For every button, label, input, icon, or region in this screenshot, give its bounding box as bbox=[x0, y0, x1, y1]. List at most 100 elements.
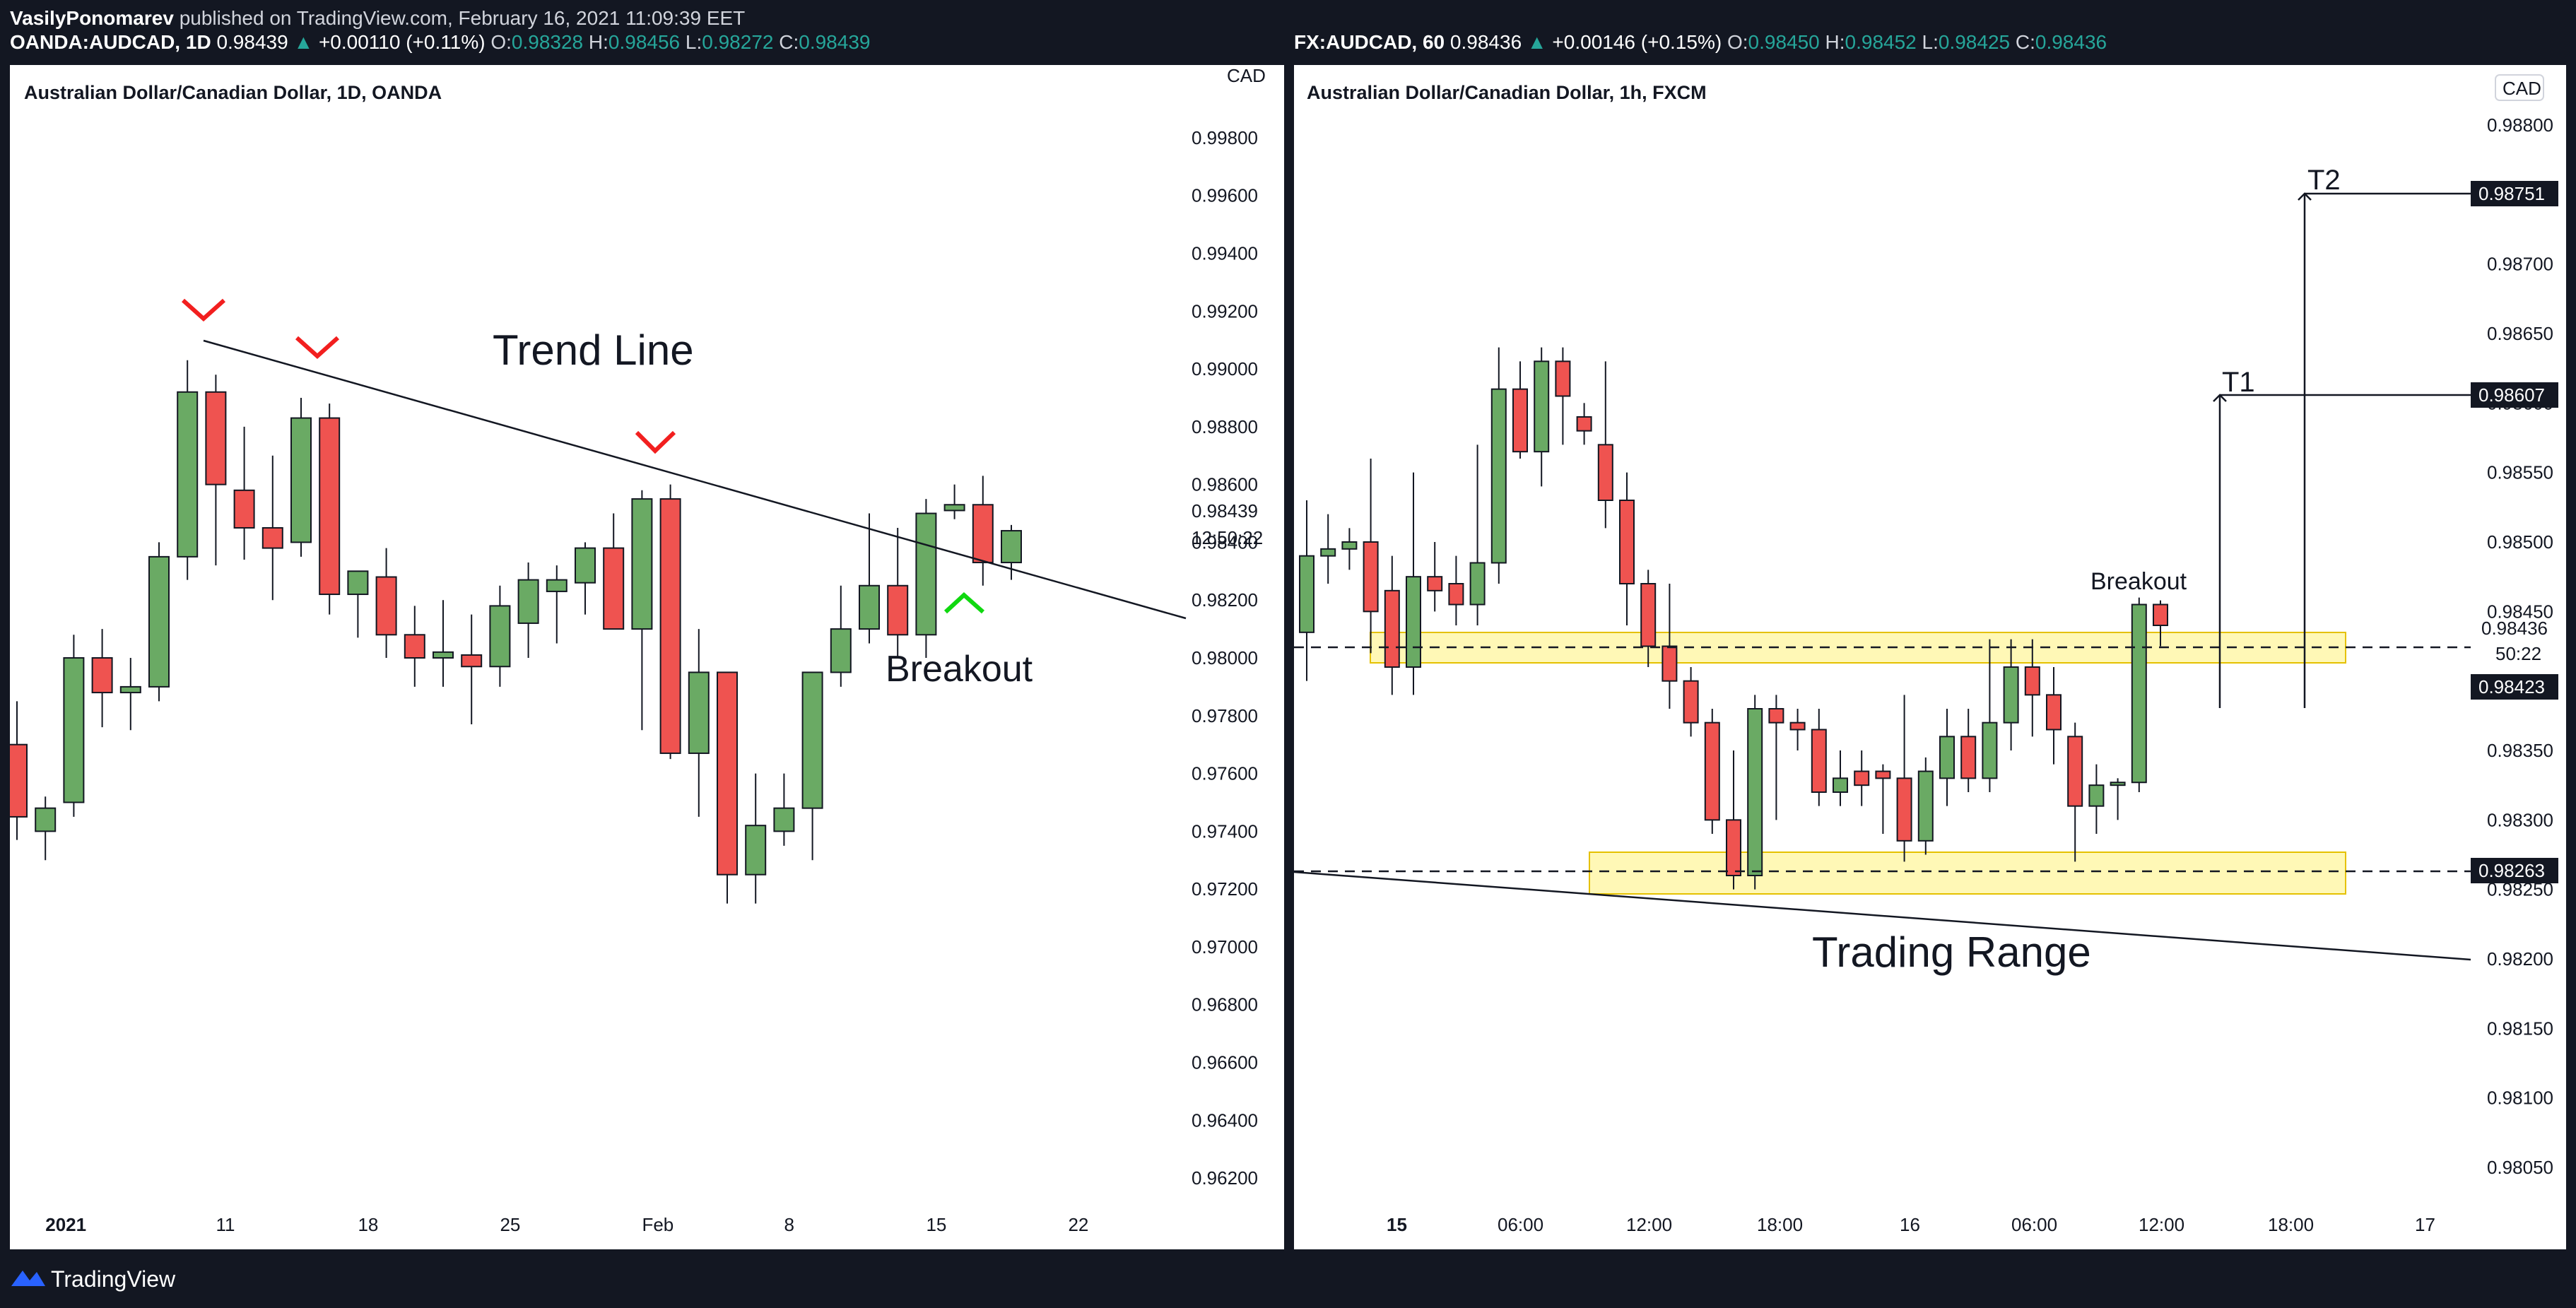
time-tick: 12:00 bbox=[1626, 1214, 1672, 1235]
tradingview-logo-icon[interactable] bbox=[10, 1265, 47, 1290]
candle-body bbox=[2067, 736, 2083, 807]
price-tick: 0.98050 bbox=[2487, 1157, 2553, 1178]
left-low: 0.98272 bbox=[702, 31, 774, 53]
candle-body bbox=[2003, 666, 2019, 724]
price-tick: 0.98400 bbox=[1192, 531, 1258, 553]
candle-body bbox=[575, 547, 596, 584]
t2-label: T2 bbox=[2307, 165, 2341, 196]
left-high: 0.98456 bbox=[608, 31, 681, 53]
price-tick: 0.96600 bbox=[1192, 1052, 1258, 1073]
right-countdown: 50:22 bbox=[2495, 643, 2541, 664]
candle-body bbox=[1982, 721, 1998, 779]
candle-body bbox=[1427, 576, 1443, 591]
left-candles bbox=[10, 360, 1022, 904]
candle-body bbox=[1448, 583, 1464, 606]
right-currency-label[interactable]: CAD bbox=[2503, 78, 2541, 99]
candle-body bbox=[517, 579, 539, 624]
time-tick: 15 bbox=[1387, 1214, 1407, 1235]
left-time-axis[interactable]: 2021 11 18 25 Feb 8 15 22 bbox=[45, 1214, 1088, 1235]
candle-body bbox=[489, 605, 511, 668]
published-text: published on TradingView.com, February 1… bbox=[179, 7, 746, 29]
t2-price-text: 0.98751 bbox=[2478, 183, 2545, 204]
t2-arrow-icon bbox=[2298, 192, 2312, 201]
price-tick: 0.98450 bbox=[2487, 601, 2553, 622]
price-tick: 0.99600 bbox=[1192, 185, 1258, 206]
time-tick: 25 bbox=[500, 1214, 520, 1235]
publish-header: VasilyPonomarev published on TradingView… bbox=[0, 0, 2576, 65]
price-tick: 0.98000 bbox=[1192, 647, 1258, 668]
left-o-label: O: bbox=[490, 31, 512, 53]
candle-body bbox=[631, 498, 653, 630]
price-tick: 0.98550 bbox=[2487, 462, 2553, 483]
t1-label: T1 bbox=[2222, 367, 2255, 398]
trend-line[interactable] bbox=[203, 339, 1187, 620]
price-tick: 0.98700 bbox=[2487, 254, 2553, 275]
candle-body bbox=[10, 743, 28, 818]
candle-body bbox=[1789, 721, 1806, 731]
price-tick: 0.97400 bbox=[1192, 820, 1258, 842]
candle-body bbox=[1619, 500, 1635, 584]
up-arrow-icon: ▲ bbox=[293, 31, 314, 53]
right-time-axis[interactable]: 15 06:00 12:00 18:00 16 06:00 12:00 18:00 17 bbox=[1387, 1214, 2435, 1235]
left-price-axis[interactable]: 0.99800 0.99600 0.99400 0.99200 0.99000 0.988… bbox=[1192, 127, 1258, 1189]
author-name[interactable]: VasilyPonomarev bbox=[10, 7, 174, 29]
candle-body bbox=[1363, 541, 1379, 613]
candle-body bbox=[1469, 562, 1486, 606]
candle-body bbox=[1726, 819, 1741, 877]
candle-body bbox=[1662, 645, 1678, 682]
left-legend: OANDA:AUDCAD, 1D 0.98439 ▲ +0.00110 (+0.… bbox=[10, 31, 870, 54]
breakout-label: Breakout bbox=[886, 649, 1033, 690]
candle-body bbox=[404, 634, 425, 659]
currency-badge[interactable] bbox=[2495, 74, 2544, 101]
left-chart-panel[interactable]: Australian Dollar/Canadian Dollar, 1D, O… bbox=[10, 65, 1284, 1249]
left-currency-label[interactable]: CAD bbox=[1227, 65, 1266, 86]
candle-body bbox=[887, 584, 909, 636]
time-tick: 18 bbox=[358, 1214, 378, 1235]
candle-body bbox=[205, 391, 227, 485]
price-tick: 0.99800 bbox=[1192, 127, 1258, 148]
right-chart-svg[interactable]: Australian Dollar/Canadian Dollar, 1h, F… bbox=[1294, 65, 2566, 1249]
candle-body bbox=[2024, 666, 2040, 696]
price-tick: 0.97600 bbox=[1192, 763, 1258, 784]
support-price-marker bbox=[2471, 858, 2558, 883]
candle-body bbox=[1683, 680, 1699, 724]
price-tick: 0.98350 bbox=[2487, 740, 2553, 761]
candle-body bbox=[35, 807, 57, 832]
candle-body bbox=[546, 579, 567, 592]
left-chart-svg[interactable]: Australian Dollar/Canadian Dollar, 1D, O… bbox=[10, 65, 1284, 1249]
candle-body bbox=[1917, 770, 1934, 842]
price-tick: 0.97800 bbox=[1192, 705, 1258, 726]
time-tick: 11 bbox=[216, 1214, 235, 1235]
time-tick: 22 bbox=[1068, 1214, 1088, 1235]
right-symbol[interactable]: FX:AUDCAD, 60 bbox=[1294, 31, 1445, 53]
candle-body bbox=[1875, 770, 1891, 779]
time-tick: 2021 bbox=[45, 1214, 86, 1235]
price-tick: 0.97000 bbox=[1192, 936, 1258, 958]
left-symbol[interactable]: OANDA:AUDCAD, 1D bbox=[10, 31, 211, 53]
footer-brand[interactable]: TradingView bbox=[51, 1266, 176, 1292]
price-tick: 0.98600 bbox=[1192, 474, 1258, 495]
footer-bar: TradingView bbox=[0, 1249, 2576, 1308]
price-tick: 0.98500 bbox=[2487, 531, 2553, 553]
right-l-label: L: bbox=[1922, 31, 1939, 53]
candle-body bbox=[1939, 736, 1955, 779]
candle-body bbox=[2153, 603, 2168, 626]
price-tick: 0.99200 bbox=[1192, 300, 1258, 322]
left-price: 0.98439 bbox=[216, 31, 288, 53]
candle-body bbox=[801, 671, 823, 809]
up-arrow-icon: ▲ bbox=[1527, 31, 1547, 53]
right-open: 0.98450 bbox=[1748, 31, 1820, 53]
candle-body bbox=[1597, 444, 1613, 501]
lower-trend-line[interactable] bbox=[1294, 871, 2471, 961]
time-tick: 8 bbox=[784, 1214, 794, 1235]
right-o-label: O: bbox=[1727, 31, 1748, 53]
candle-body bbox=[2046, 694, 2062, 731]
support-zone[interactable] bbox=[1589, 852, 2346, 895]
price-tick: 0.96200 bbox=[1192, 1167, 1258, 1189]
right-chart-panel[interactable]: Australian Dollar/Canadian Dollar, 1h, F… bbox=[1294, 65, 2566, 1249]
time-tick: 16 bbox=[1900, 1214, 1920, 1235]
time-tick: 17 bbox=[2415, 1214, 2435, 1235]
left-open: 0.98328 bbox=[511, 31, 584, 53]
left-countdown: 12:50:22 bbox=[1192, 527, 1263, 548]
right-price: 0.98436 bbox=[1449, 31, 1522, 53]
